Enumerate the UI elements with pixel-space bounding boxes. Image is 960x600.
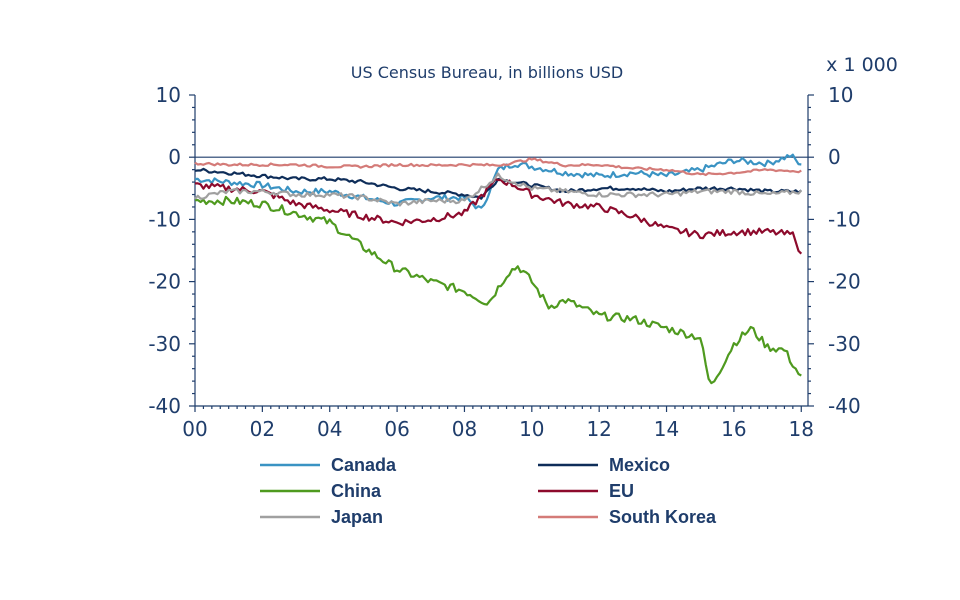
right-y-tick-label: 10 [828, 83, 853, 107]
x-tick-label: 00 [182, 417, 207, 441]
left-y-tick-label: -20 [148, 270, 181, 294]
right-y-tick-label: -30 [828, 332, 861, 356]
left-y-tick-label: -10 [148, 207, 181, 231]
chart-axes [194, 95, 809, 407]
series-line-eu [195, 177, 803, 255]
x-tick-label: 04 [317, 417, 342, 441]
right-y-tick-label: -10 [828, 207, 861, 231]
x-tick-label: 02 [250, 417, 275, 441]
right-y-tick-label: -40 [828, 394, 861, 418]
legend-label-japan: Japan [331, 507, 383, 527]
legend-label-south-korea: South Korea [609, 507, 717, 527]
left-y-tick-label: 10 [156, 83, 181, 107]
chart-series [194, 153, 803, 385]
legend-label-china: China [331, 481, 382, 501]
legend-label-mexico: Mexico [609, 455, 670, 475]
right-y-tick-label: 0 [828, 145, 841, 169]
left-y-tick-label: -40 [148, 394, 181, 418]
chart-legend: Canada Mexico China EU Japan South Korea [260, 455, 717, 527]
left-y-tick-label: 0 [168, 145, 181, 169]
x-tick-label: 16 [721, 417, 746, 441]
series-line-china [194, 195, 802, 385]
series-line-canada [194, 153, 802, 210]
legend-label-eu: EU [609, 481, 634, 501]
left-y-tick-label: -30 [148, 332, 181, 356]
chart-title: US Census Bureau, in billions USD [351, 63, 623, 82]
x-tick-label: 06 [384, 417, 409, 441]
x-tick-label: 10 [519, 417, 544, 441]
x-tick-label: 18 [789, 417, 814, 441]
unit-label: x 1 000 [826, 54, 898, 76]
x-tick-label: 08 [452, 417, 477, 441]
x-tick-label: 14 [654, 417, 679, 441]
right-y-tick-label: -20 [828, 270, 861, 294]
series-line-south-korea [194, 157, 802, 177]
series-line-japan [194, 172, 803, 207]
legend-label-canada: Canada [331, 455, 397, 475]
x-tick-label: 12 [586, 417, 611, 441]
